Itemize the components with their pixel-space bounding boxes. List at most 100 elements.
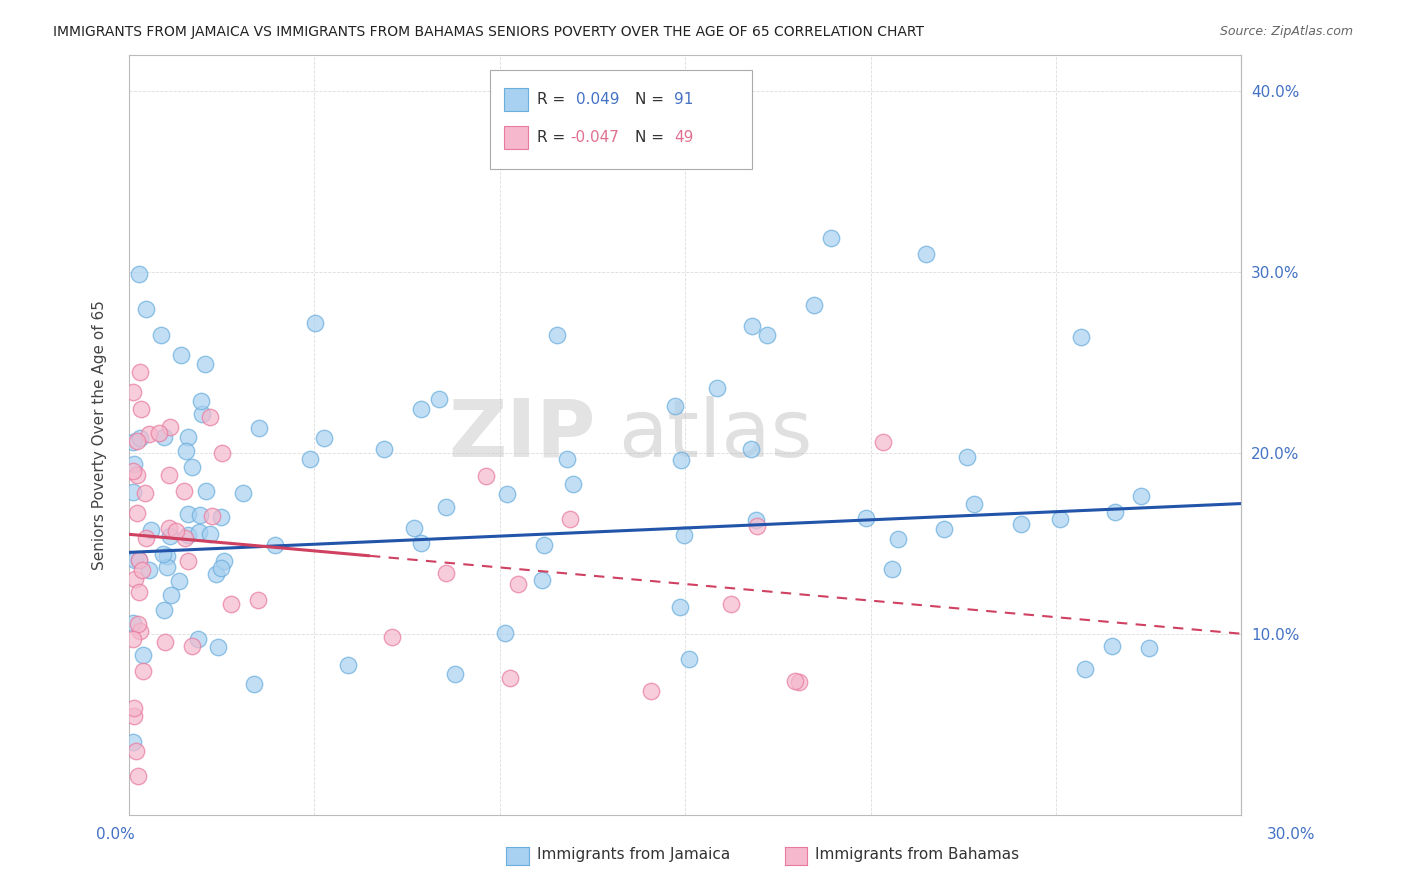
Point	[803, 298, 825, 312]
Point	[555, 451, 578, 466]
Point	[298, 451, 321, 466]
Point	[494, 625, 516, 640]
Point	[740, 442, 762, 456]
Point	[247, 421, 270, 435]
Point	[124, 552, 146, 566]
Point	[381, 630, 404, 644]
Point	[127, 768, 149, 782]
Point	[134, 485, 156, 500]
Point	[1130, 489, 1153, 503]
Point	[200, 409, 222, 424]
Point	[190, 508, 212, 523]
Point	[200, 508, 222, 523]
Point	[533, 538, 555, 552]
Point	[122, 700, 145, 714]
Point	[304, 316, 326, 330]
Point	[1101, 640, 1123, 654]
Point	[427, 392, 450, 407]
Point	[887, 533, 910, 547]
Text: IMMIGRANTS FROM JAMAICA VS IMMIGRANTS FROM BAHAMAS SENIORS POVERTY OVER THE AGE : IMMIGRANTS FROM JAMAICA VS IMMIGRANTS FR…	[53, 25, 924, 39]
Point	[475, 469, 498, 483]
Point	[745, 513, 768, 527]
Point	[741, 319, 763, 334]
Point	[134, 301, 156, 316]
Point	[121, 384, 143, 399]
Point	[1070, 330, 1092, 344]
Point	[190, 407, 212, 421]
Point	[436, 500, 458, 515]
Point	[174, 531, 197, 545]
Point	[150, 328, 173, 343]
Point	[692, 138, 714, 153]
Point	[194, 483, 217, 498]
Point	[124, 457, 146, 471]
Point	[128, 267, 150, 281]
Point	[531, 574, 554, 588]
FancyBboxPatch shape	[503, 87, 529, 111]
Point	[1104, 505, 1126, 519]
Text: 0.049: 0.049	[576, 92, 620, 107]
Point	[264, 538, 287, 552]
Point	[207, 640, 229, 655]
Point	[121, 735, 143, 749]
Point	[373, 442, 395, 457]
Point	[409, 536, 432, 550]
Point	[209, 561, 232, 575]
Point	[209, 510, 232, 524]
Point	[934, 522, 956, 536]
Y-axis label: Seniors Poverty Over the Age of 65: Seniors Poverty Over the Age of 65	[93, 300, 107, 570]
Text: N =: N =	[636, 92, 669, 107]
Point	[243, 677, 266, 691]
Point	[194, 357, 217, 371]
Point	[160, 588, 183, 602]
Point	[169, 574, 191, 588]
Point	[159, 467, 181, 482]
Point	[121, 485, 143, 500]
Text: R =: R =	[537, 129, 571, 145]
Point	[128, 585, 150, 599]
Point	[434, 566, 457, 580]
Point	[200, 527, 222, 541]
FancyBboxPatch shape	[491, 70, 752, 169]
Point	[138, 563, 160, 577]
Point	[560, 512, 582, 526]
Point	[131, 563, 153, 577]
Point	[499, 671, 522, 685]
Point	[180, 459, 202, 474]
Text: 49: 49	[673, 129, 693, 145]
Point	[129, 402, 152, 417]
Text: ZIP: ZIP	[449, 396, 596, 474]
Point	[664, 399, 686, 413]
Point	[127, 616, 149, 631]
Point	[188, 524, 211, 539]
Text: Source: ZipAtlas.com: Source: ZipAtlas.com	[1219, 25, 1353, 38]
Point	[127, 506, 149, 520]
Point	[956, 450, 979, 465]
Point	[128, 553, 150, 567]
Point	[131, 664, 153, 678]
Point	[157, 521, 180, 535]
Point	[855, 510, 877, 524]
Point	[153, 603, 176, 617]
FancyBboxPatch shape	[503, 126, 529, 149]
Point	[125, 744, 148, 758]
Point	[1049, 512, 1071, 526]
Text: 30.0%: 30.0%	[1267, 827, 1315, 841]
Point	[159, 529, 181, 543]
Point	[672, 528, 695, 542]
Point	[640, 684, 662, 698]
Point	[174, 444, 197, 458]
Point	[787, 675, 810, 690]
Point	[153, 430, 176, 444]
Point	[508, 576, 530, 591]
Point	[128, 431, 150, 445]
Point	[124, 572, 146, 586]
Point	[411, 401, 433, 416]
Point	[131, 648, 153, 662]
Text: -0.047: -0.047	[571, 129, 620, 145]
Point	[180, 639, 202, 653]
Point	[546, 328, 568, 343]
Point	[820, 231, 842, 245]
Point	[212, 554, 235, 568]
Point	[219, 598, 242, 612]
